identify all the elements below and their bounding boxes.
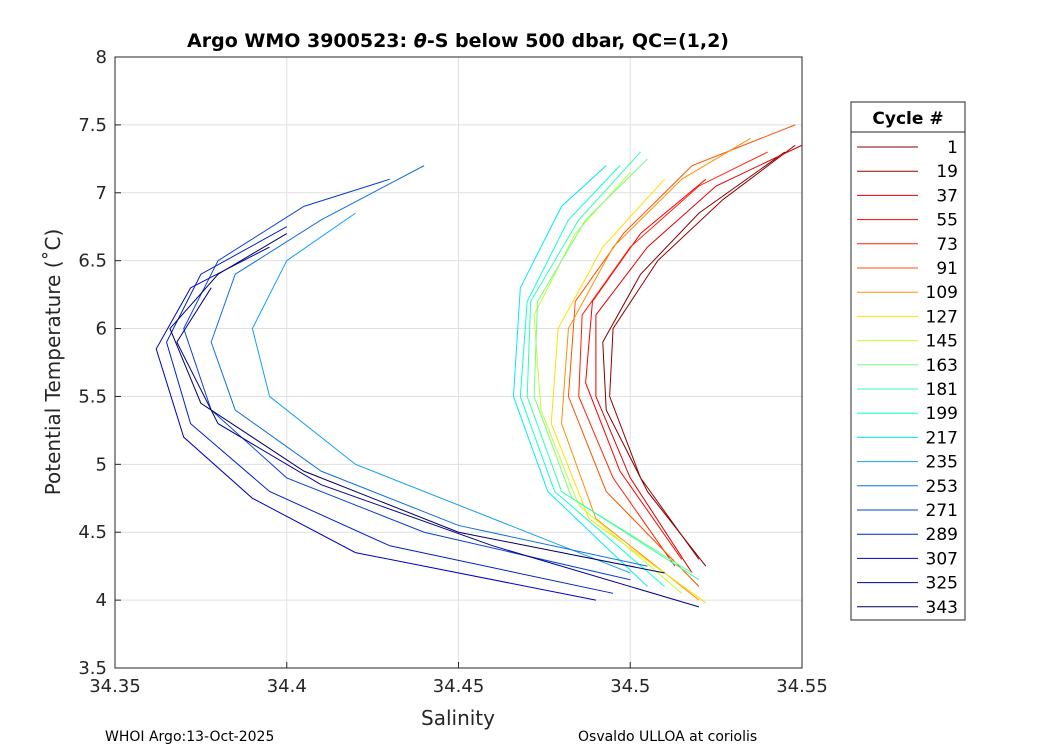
legend-box <box>850 101 966 621</box>
legend-label: 199 <box>926 404 958 424</box>
legend-label: 343 <box>926 598 958 618</box>
series-line-cycle-109 <box>561 138 751 601</box>
legend-label: 55 <box>936 211 958 231</box>
x-axis-label: Salinity <box>421 706 495 730</box>
legend-label: 1 <box>947 138 958 158</box>
y-tick-label: 6 <box>96 319 107 340</box>
legend-label: 325 <box>926 574 958 594</box>
legend-label: 73 <box>936 235 958 255</box>
series-line-cycle-253 <box>210 165 648 567</box>
series-line-cycle-199 <box>519 165 665 587</box>
series-line-cycle-19 <box>609 144 796 560</box>
legend-label: 145 <box>926 332 958 352</box>
legend-label: 217 <box>926 428 958 448</box>
legend: Cycle # 1 19 37 55 73 91 109 127 145 163 181 199 217… <box>850 101 966 621</box>
series-line-cycle-55 <box>585 178 707 560</box>
y-tick-label: 4.5 <box>78 522 107 543</box>
legend-label: 181 <box>926 380 958 400</box>
footer-right: Osvaldo ULLOA at coriolis <box>578 729 757 745</box>
legend-label: 289 <box>926 525 958 545</box>
series-line-cycle-1 <box>602 151 786 567</box>
legend-label: 19 <box>936 162 958 182</box>
x-tick-label: 34.35 <box>89 676 141 697</box>
chart-title: Argo WMO 3900523: θ-S below 500 dbar, QC… <box>187 30 729 52</box>
series-line-cycle-217 <box>512 165 648 587</box>
y-tick-label: 6.5 <box>78 251 107 272</box>
series-line-cycle-235 <box>251 212 631 574</box>
series-line-cycle-307 <box>155 246 596 601</box>
legend-label: 127 <box>926 307 958 327</box>
series-line-cycle-73 <box>578 151 768 567</box>
legend-label: 91 <box>936 259 958 279</box>
legend-title: Cycle # <box>872 109 943 129</box>
x-tick-label: 34.45 <box>433 676 485 697</box>
x-tick-label: 34.55 <box>776 676 828 697</box>
y-tick-label: 5.5 <box>78 386 107 407</box>
y-axis-label: Potential Temperature (˚C) <box>41 229 65 496</box>
legend-label: 253 <box>926 477 958 497</box>
x-tick-label: 34.4 <box>267 676 307 697</box>
footer-left: WHOI Argo:13-Oct-2025 <box>105 729 274 745</box>
y-tick-label: 3.5 <box>78 658 107 679</box>
series-line-cycle-163 <box>533 158 693 574</box>
series-line-cycle-145 <box>533 172 683 594</box>
tick-labels: 34.35 34.4 34.45 34.5 34.55 3.5 4 4.5 5 5.5 6 6.5 7 7… <box>78 47 827 697</box>
legend-label: 235 <box>926 453 958 473</box>
y-tick-label: 4 <box>96 590 107 611</box>
series-line-cycle-91 <box>567 124 796 587</box>
y-tick-label: 5 <box>96 454 107 475</box>
legend-label: 163 <box>926 356 958 376</box>
legend-label: 307 <box>926 549 958 569</box>
y-tick-label: 7 <box>96 183 107 204</box>
series-line-cycle-37 <box>595 144 803 574</box>
legend-label: 37 <box>936 186 958 206</box>
y-tick-label: 8 <box>96 47 107 68</box>
series-line-cycle-127 <box>550 178 707 604</box>
x-tick-label: 34.5 <box>610 676 650 697</box>
legend-label: 109 <box>926 283 958 303</box>
series-line-cycle-289 <box>165 226 614 594</box>
series-line-cycle-181 <box>526 151 700 581</box>
series-line-cycle-343 <box>169 233 665 574</box>
series-line-cycle-325 <box>176 287 700 608</box>
y-tick-label: 7.5 <box>78 115 107 136</box>
series-line-cycle-271 <box>183 178 631 581</box>
series-lines <box>155 124 803 608</box>
legend-label: 271 <box>926 501 958 521</box>
